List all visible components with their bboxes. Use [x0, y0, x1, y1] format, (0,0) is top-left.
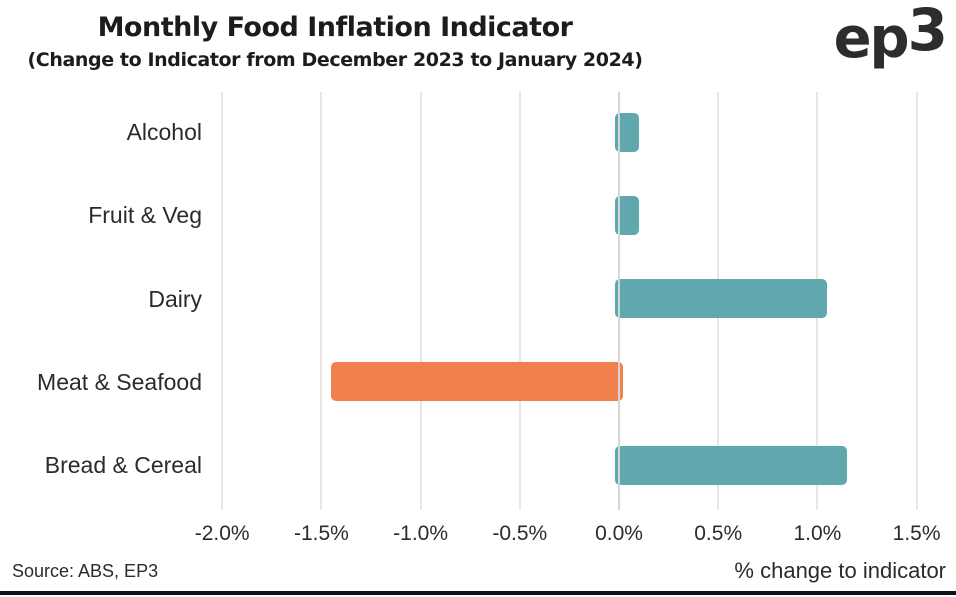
- category-label-dairy: Dairy: [148, 285, 202, 312]
- ep3-logo-numeral: 3: [907, 0, 948, 64]
- gridline--1.5%: [320, 92, 323, 510]
- chart-title: Monthly Food Inflation Indicator: [97, 12, 573, 43]
- category-label-bread-cereal: Bread & Cereal: [44, 452, 202, 478]
- gridline--2.0%: [221, 92, 224, 510]
- x-tick-label: -1.0%: [393, 522, 449, 545]
- bar-alcohol: [615, 112, 639, 152]
- ep3-logo: ep3: [833, 0, 948, 74]
- x-tick-label: 1.5%: [892, 522, 941, 545]
- x-tick-label: -0.5%: [492, 522, 548, 545]
- x-tick-label: -2.0%: [194, 522, 250, 545]
- category-label-meat-seafood: Meat & Seafood: [37, 368, 202, 395]
- category-label-alcohol: Alcohol: [126, 119, 202, 145]
- category-label-fruit-veg: Fruit & Veg: [88, 202, 202, 229]
- bar-dairy: [615, 279, 828, 318]
- source-note: Source: ABS, EP3: [12, 561, 159, 581]
- gridline--1.0%: [419, 92, 422, 510]
- bar-bread-cereal: [615, 445, 848, 485]
- bottom-border: [0, 591, 956, 595]
- x-tick-label: -1.5%: [293, 522, 349, 545]
- gridline-1.5%: [915, 92, 918, 510]
- ep3-logo-main: ep: [833, 6, 910, 71]
- x-tick-label: 0.0%: [595, 522, 643, 545]
- bar-fruit-veg: [615, 195, 639, 235]
- x-tick-label: 1.0%: [793, 522, 842, 545]
- x-axis-title: % change to indicator: [734, 558, 946, 583]
- x-tick-label: 0.5%: [694, 522, 743, 545]
- gridline--0.5%: [518, 92, 521, 510]
- bar-meat-seafood: [331, 362, 623, 402]
- chart-subtitle: (Change to Indicator from December 2023 …: [27, 49, 643, 71]
- zero-line: [618, 92, 620, 510]
